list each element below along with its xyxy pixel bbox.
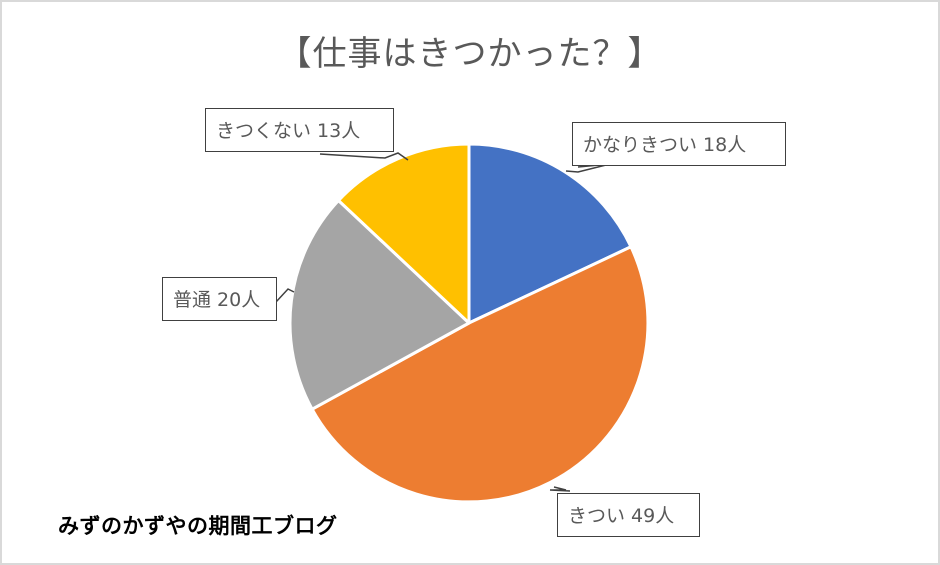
slice-very-hard xyxy=(467,142,633,325)
leader-normal xyxy=(275,288,295,303)
data-label-normal: 普通 20人 xyxy=(162,277,277,321)
slice-normal xyxy=(288,198,471,411)
pie-slices xyxy=(288,142,650,504)
chart-title: 【仕事はきつかった？】 xyxy=(277,34,663,74)
leader-not-hard xyxy=(319,152,409,161)
slice-hard xyxy=(310,245,650,504)
data-label-very-hard: かなりきつい 18人 xyxy=(572,122,786,166)
data-label-not-hard: きつくない 13人 xyxy=(205,108,394,152)
leader-hard xyxy=(549,486,571,492)
blog-watermark: みずのかずやの期間工ブログ xyxy=(58,514,338,538)
data-label-hard: きつい 49人 xyxy=(557,493,700,537)
slice-not-hard xyxy=(337,142,471,325)
